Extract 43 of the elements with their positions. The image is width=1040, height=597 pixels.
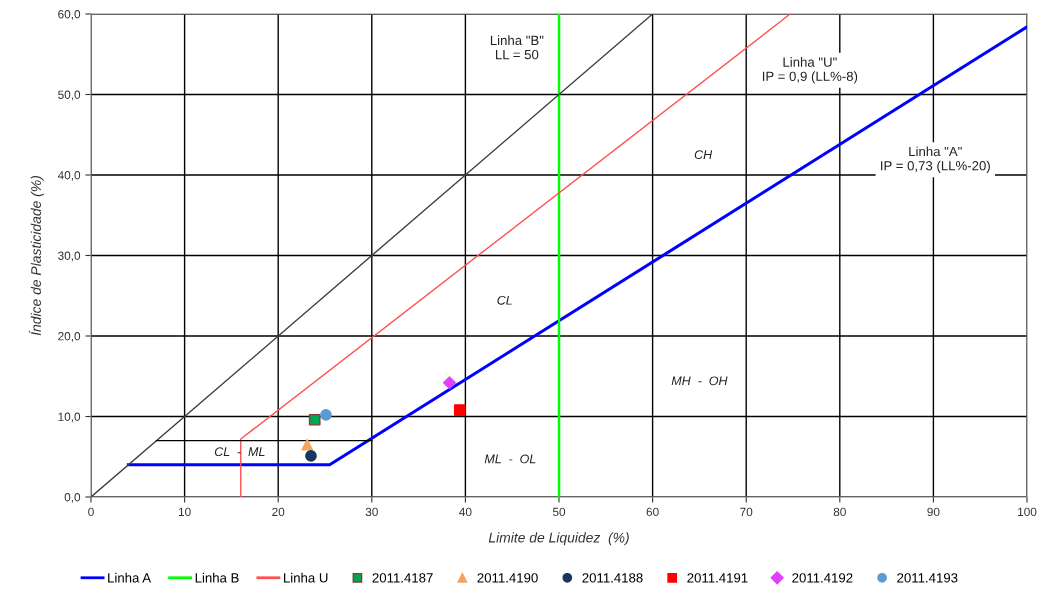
x-tick-label: 40	[459, 507, 472, 517]
annotation: ML - OL	[484, 454, 536, 464]
x-axis-title: Limite de Liquidez (%)	[488, 532, 629, 546]
point	[301, 438, 314, 451]
x-tick-label: 50	[552, 507, 566, 517]
point	[320, 409, 332, 421]
x-tick-label: 80	[833, 507, 846, 517]
legend-label: Linha U	[284, 572, 328, 583]
legend-label: 2011.4191	[687, 573, 748, 583]
legend-label: Linha B	[195, 572, 239, 583]
point	[308, 413, 321, 426]
point	[453, 404, 466, 416]
y-tick-label: 50,0	[58, 90, 81, 101]
x-tick-label: 0	[88, 507, 94, 517]
annotation: Linha "A" IP = 0,73 (LL%-20)	[881, 146, 990, 173]
y-tick-label: 0,0	[64, 493, 81, 503]
point	[442, 376, 456, 390]
annotation: Linha "U" IP = 0,9 (LL%-8)	[762, 57, 858, 84]
x-tick-label: 30	[365, 507, 378, 517]
point	[305, 450, 317, 462]
legend-label: 2011.4188	[582, 573, 643, 583]
y-axis-title: Índice de Plasticidade (%)	[28, 176, 44, 336]
legend-label: 2011.4187	[372, 573, 433, 583]
x-tick-label: 70	[740, 507, 753, 517]
y-tick-label: 40,0	[57, 171, 81, 181]
legend-label: 2011.4190	[477, 573, 538, 583]
y-tick-label: 30,0	[58, 251, 81, 262]
annotation: MH - OH	[671, 376, 728, 386]
y-tick-label: 20,0	[58, 332, 81, 342]
x-tick-label: 20	[272, 507, 285, 517]
annotation: Linha "B" LL = 50	[490, 35, 544, 60]
y-tick-label: 10,0	[58, 412, 81, 423]
annotation: CL	[497, 295, 512, 305]
y-tick-label: 60,0	[58, 10, 81, 20]
annotation: CL - ML	[214, 447, 265, 457]
annotation: CH	[694, 150, 713, 160]
legend-label: 2011.4193	[897, 573, 958, 583]
legend-label: 2011.4192	[792, 573, 853, 583]
legend-label: Linha A	[108, 572, 152, 583]
x-tick-label: 100	[1018, 507, 1037, 517]
x-tick-label: 60	[646, 507, 659, 517]
x-tick-label: 10	[178, 507, 191, 517]
x-tick-label: 90	[927, 507, 940, 517]
